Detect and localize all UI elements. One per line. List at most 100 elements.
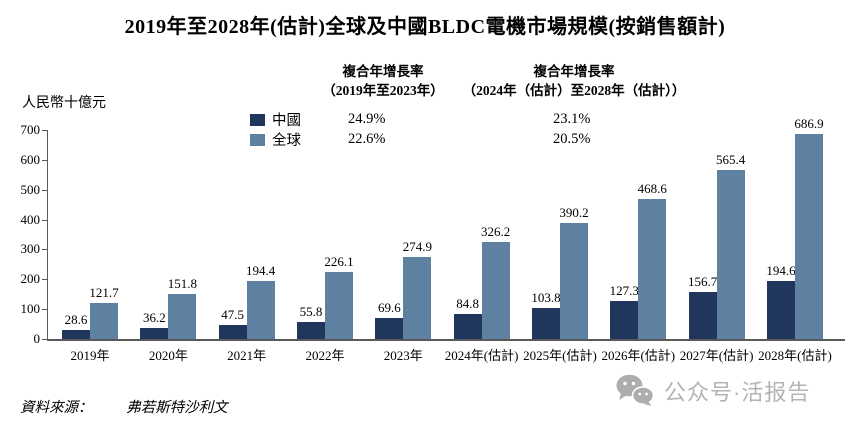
cagr-header-line: 複合年增長率 [533, 64, 615, 79]
y-tick-mark [42, 130, 47, 131]
bar-value-label: 36.2 [142, 310, 166, 326]
y-tick-mark [42, 309, 47, 311]
y-tick-mark [42, 339, 47, 340]
x-axis-label: 2023年 [383, 348, 423, 363]
y-axis-title: 人民幣十億元 [22, 96, 106, 111]
bar-value-label: 127.3 [609, 283, 639, 298]
y-tick-label: 300 [20, 241, 41, 257]
bar-chart: 0 100 200 300 400 500 600 700 28.6 121.7 2019年 36.… [0, 116, 850, 375]
bar-value-label: 121.7 [89, 284, 119, 300]
wechat-icon [616, 374, 655, 406]
x-axis-label: 2022年 [305, 348, 345, 363]
bar-value-label: 686.9 [794, 115, 824, 131]
cagr-header-2019-2023: 複合年增長率 （2019年至2023年） [283, 62, 483, 100]
bar-value-label: 226.1 [324, 253, 354, 269]
x-axis-label: 2021年 [227, 348, 267, 363]
bar-全球-2021年: 194.4 [246, 263, 275, 339]
legend-item-global: 全球 [250, 131, 301, 149]
bar-value-label: 565.4 [716, 152, 746, 168]
bar-全球-2022年: 226.1 [324, 254, 354, 339]
bar-中國-2020年: 36.2 [140, 310, 169, 339]
x-axis-label: 2024年(估計) [444, 348, 519, 363]
legend-label-china: 中國 [272, 113, 301, 129]
source-value: 弗若斯特沙利文 [126, 400, 228, 416]
bar-value-label: 69.6 [377, 300, 401, 316]
y-tick-label: 500 [20, 181, 41, 197]
bar-value-label: 194.6 [766, 262, 796, 278]
bar-value-label: 194.4 [246, 262, 276, 278]
page-title: 2019年至2028年(估計)全球及中國BLDC電機市場規模(按銷售額計) [124, 16, 726, 38]
bar-全球-2028年(估計): 686.9 [794, 116, 824, 339]
source-label: 資料來源： [20, 400, 93, 416]
legend-swatch-global [250, 133, 265, 146]
cagr-header-line: （2019年至2023年） [322, 83, 444, 98]
cagr-header-2024-2028: 複合年增長率 （2024年（估計）至2028年（估計）） [448, 62, 700, 100]
x-axis-label: 2019年 [70, 348, 110, 363]
bar-全球-2023年: 274.9 [403, 239, 432, 339]
y-tick-mark [42, 159, 47, 161]
legend-item-china: 中國 [250, 111, 301, 129]
bar-group: 127.3 468.6 2026年(估計) [601, 181, 675, 363]
cagr-value-global-period2: 20.5% [553, 131, 591, 147]
bar-group: 194.6 686.9 2028年(估計) [758, 116, 832, 363]
source-note: 資料來源： 弗若斯特沙利文 [20, 396, 228, 417]
y-tick-label: 100 [20, 301, 41, 317]
y-tick-mark [42, 279, 47, 281]
bar-全球-2026年(估計): 468.6 [638, 181, 667, 339]
bar-group: 69.6 274.9 2023年 [375, 239, 432, 363]
cagr-header-line: （2024年（估計）至2028年（估計）） [462, 83, 686, 98]
bar-value-label: 55.8 [299, 304, 323, 320]
legend-swatch-china [250, 113, 265, 126]
y-tick-mark [42, 219, 47, 221]
y-tick-label: 400 [20, 211, 41, 227]
y-tick-label: 600 [20, 151, 41, 167]
plot-area: 28.6 121.7 2019年 36.2 151.8 2020年 47.5 194.4 202… [47, 116, 845, 364]
bar-group: 47.5 194.4 2021年 [218, 263, 275, 363]
bar-value-label: 274.9 [402, 238, 432, 254]
bar-全球-2025年(估計): 390.2 [559, 205, 589, 339]
bar-中國-2023年: 69.6 [375, 300, 404, 339]
cagr-value-china-period1: 24.9% [348, 111, 386, 127]
bar-全球-2027年(估計): 565.4 [716, 152, 745, 339]
bar-全球-2020年: 151.8 [168, 276, 197, 339]
bar-value-label: 468.6 [637, 181, 667, 197]
wechat-account-badge: 公众号·活报告 [615, 374, 810, 407]
bar-全球-2024年(估計): 326.2 [481, 224, 510, 339]
bar-中國-2022年: 55.8 [296, 304, 325, 339]
x-axis-label: 2026年(估計) [601, 348, 676, 363]
legend-label-global: 全球 [272, 133, 301, 149]
y-axis-line [47, 130, 48, 340]
bar-value-label: 390.2 [559, 204, 589, 220]
y-tick-mark [42, 249, 47, 251]
bar-group: 84.8 326.2 2024年(估計) [445, 224, 519, 363]
bar-value-label: 28.6 [64, 312, 88, 328]
y-tick-mark [42, 189, 47, 191]
bar-value-label: 156.7 [688, 274, 718, 290]
x-axis-label: 2028年(估計) [758, 348, 832, 363]
bar-中國-2025年(估計): 103.8 [531, 290, 561, 339]
bar-中國-2019年: 28.6 [62, 312, 90, 339]
x-axis-label: 2020年 [148, 348, 188, 363]
bar-value-label: 151.8 [167, 275, 197, 291]
y-tick-label: 0 [33, 331, 41, 346]
x-axis-label: 2027年(估計) [679, 348, 754, 363]
bar-中國-2021年: 47.5 [218, 307, 247, 339]
wechat-badge-text: 公众号·活报告 [664, 379, 811, 405]
x-axis-line [47, 339, 845, 341]
bar-value-label: 326.2 [481, 223, 511, 239]
bar-value-label: 103.8 [531, 290, 561, 306]
cagr-value-global-period1: 22.6% [348, 131, 386, 147]
y-tick-label: 200 [20, 271, 41, 287]
cagr-value-china-period2: 23.1% [553, 111, 591, 127]
bar-group: 156.7 565.4 2027年(估計) [680, 152, 754, 363]
y-tick-label: 700 [20, 122, 41, 137]
bar-group: 28.6 121.7 2019年 [62, 285, 119, 363]
bar-group: 103.8 390.2 2025年(估計) [523, 205, 597, 364]
bar-value-label: 47.5 [221, 306, 245, 322]
x-axis-label: 2025年(估計) [523, 348, 597, 363]
bar-全球-2019年: 121.7 [89, 285, 119, 339]
bar-group: 55.8 226.1 2022年 [296, 254, 354, 363]
cagr-header-line: 複合年增長率 [342, 64, 424, 79]
bar-中國-2028年(估計): 194.6 [766, 263, 796, 339]
bar-group: 36.2 151.8 2020年 [140, 276, 197, 363]
